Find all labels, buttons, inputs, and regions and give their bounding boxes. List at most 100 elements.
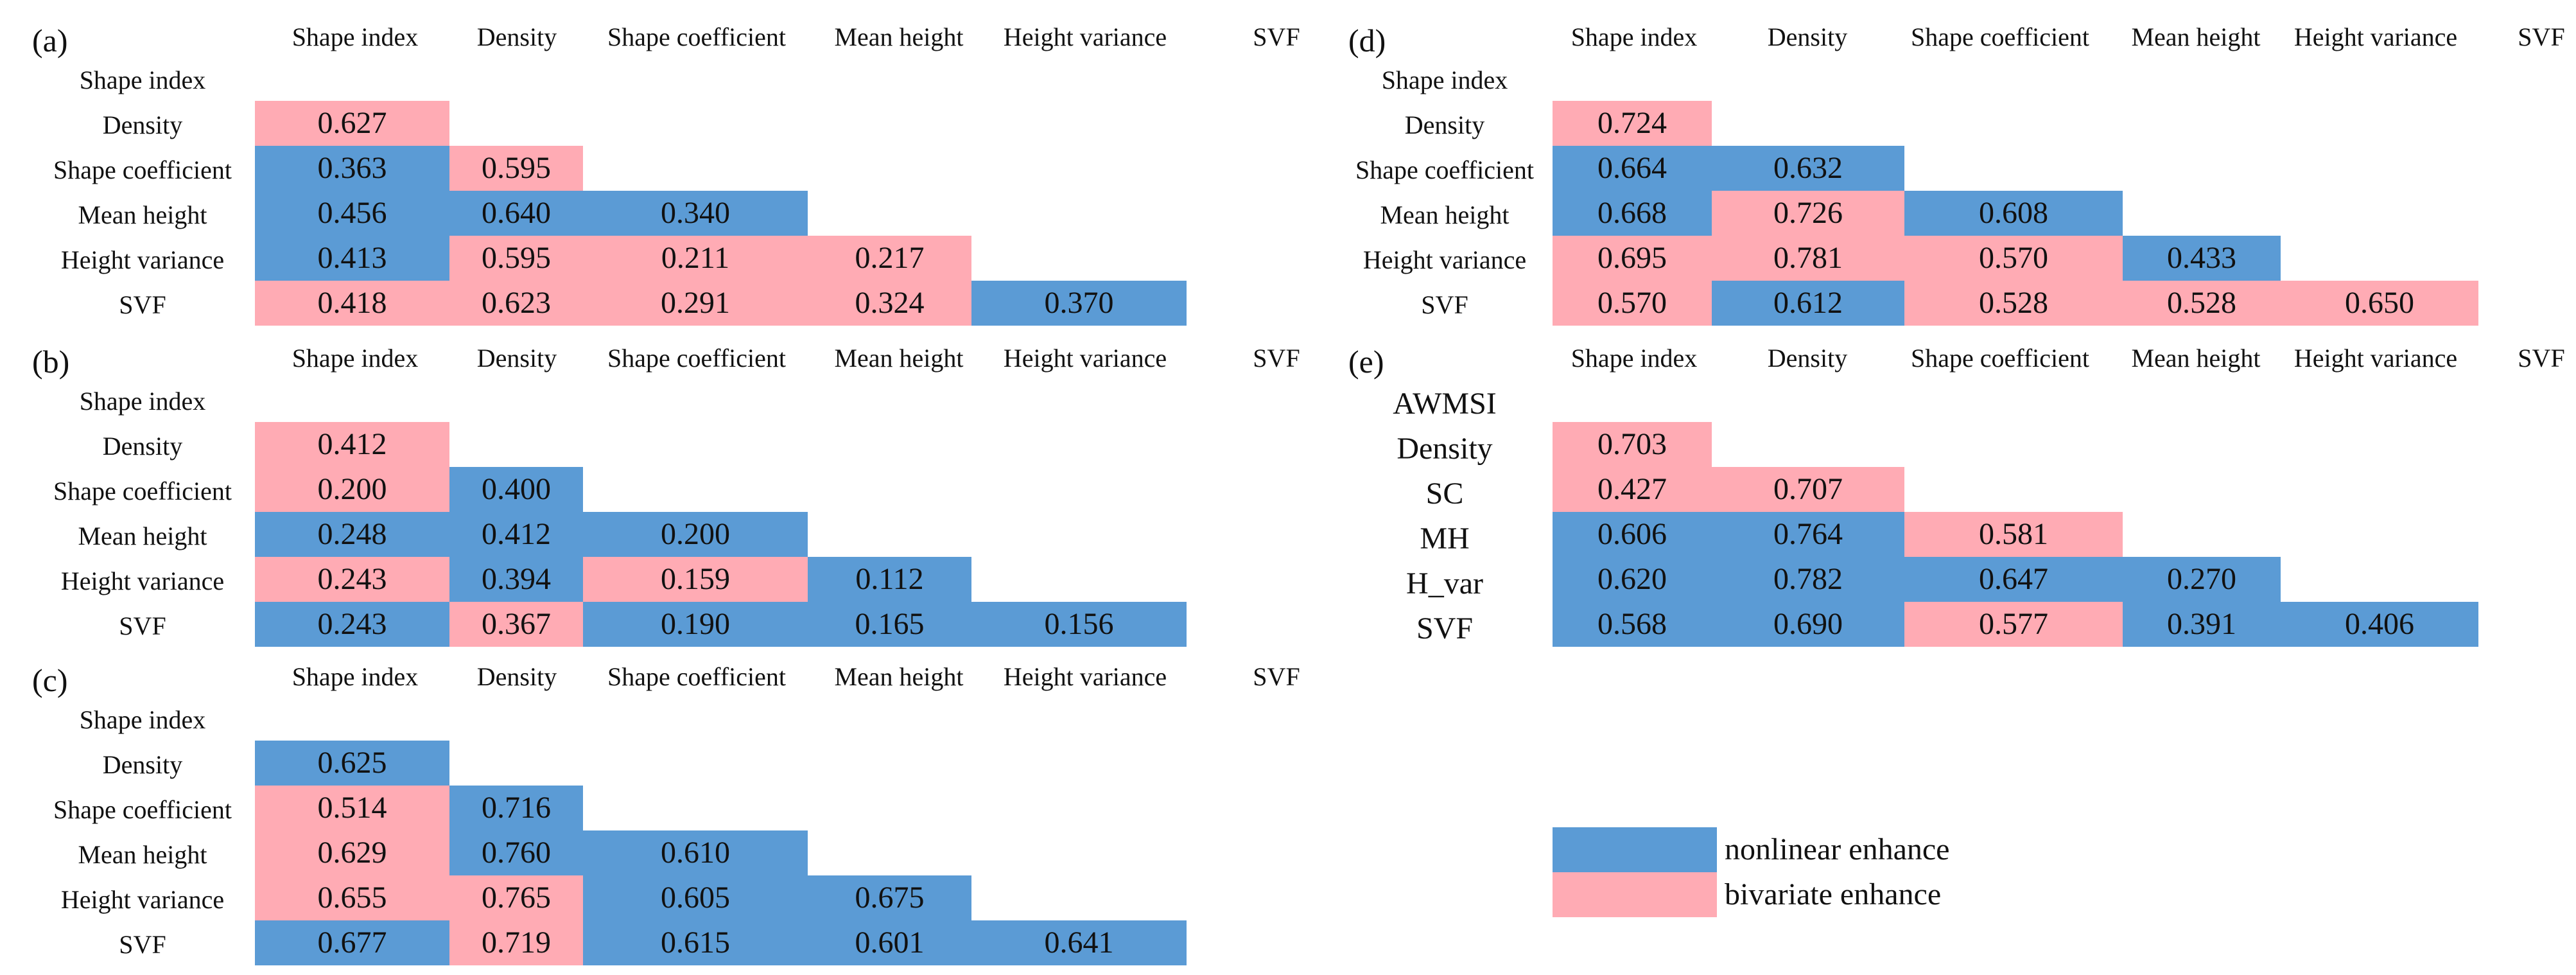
column-header: Shape coefficient: [1910, 344, 2090, 373]
heatmap-cell: 0.243: [255, 602, 449, 647]
heatmap-cell: 0.200: [583, 512, 808, 557]
heatmap-cell: 0.165: [808, 602, 971, 647]
heatmap-cell: 0.211: [583, 236, 808, 281]
heatmap-cell: 0.677: [255, 920, 449, 965]
heatmap-cell: 0.581: [1904, 512, 2123, 557]
column-header: Mean height: [2131, 22, 2261, 51]
column-header: Mean height: [2131, 344, 2261, 373]
heatmap-cell: 0.200: [255, 467, 449, 512]
heatmap-cell: 0.427: [1553, 467, 1712, 512]
column-header: Shape index: [292, 22, 419, 51]
column-header: Mean height: [834, 22, 964, 51]
column-header: SVF: [1253, 344, 1300, 373]
heatmap-cell: 0.159: [583, 557, 808, 602]
heatmap-cell: 0.623: [449, 281, 583, 326]
heatmap-cell: 0.270: [2123, 557, 2281, 602]
heatmap-cell: 0.406: [2281, 602, 2478, 647]
legend-label: bivariate enhance: [1725, 877, 1942, 911]
row-label: SVF: [1416, 611, 1474, 646]
heatmap-cell: 0.391: [2123, 602, 2281, 647]
panel-b: (b) Shape index Density Shape coefficient Me…: [0, 321, 2576, 647]
heatmap-cell: 0.632: [1712, 146, 1904, 191]
column-header: Density: [1767, 22, 1848, 51]
column-header: SVF: [1253, 22, 1300, 51]
heatmap-cell: 0.620: [1553, 557, 1712, 602]
row-label: Density: [102, 110, 183, 139]
heatmap-cell: 0.570: [1553, 281, 1712, 326]
row-label: Mean height: [78, 200, 207, 229]
row-label: H_var: [1406, 567, 1483, 601]
row-label: Shape index: [1381, 66, 1508, 94]
row-label: Height variance: [60, 885, 225, 914]
row-label: Shape coefficient: [53, 477, 232, 505]
heatmap-cell: 0.291: [583, 281, 808, 326]
heatmap-cell: 0.781: [1712, 236, 1904, 281]
row-label: AWMSI: [1393, 387, 1497, 421]
heatmap-cell: 0.703: [1553, 422, 1712, 467]
column-header: Density: [476, 22, 557, 51]
heatmap-cell: 0.568: [1553, 602, 1712, 647]
row-label: SVF: [119, 930, 166, 959]
heatmap-cell: 0.248: [255, 512, 449, 557]
heatmap-cell: 0.606: [1553, 512, 1712, 557]
column-header: Shape coefficient: [607, 22, 787, 51]
heatmap-cell: 0.456: [255, 191, 449, 236]
row-label: Mean height: [1380, 200, 1510, 229]
column-header: SVF: [2518, 22, 2565, 51]
column-header: Shape coefficient: [607, 344, 787, 373]
legend-swatch-nonlinear: [1553, 827, 1717, 872]
row-label: Mean height: [78, 522, 207, 550]
panel-label: (a): [32, 22, 68, 58]
row-label: Shape index: [79, 705, 206, 734]
heatmap-cell: 0.719: [449, 920, 583, 965]
row-label: SVF: [119, 290, 166, 319]
heatmap-cell: 0.412: [255, 422, 449, 467]
heatmap-cell: 0.528: [1904, 281, 2123, 326]
heatmap-cell: 0.190: [583, 602, 808, 647]
row-label: Shape coefficient: [53, 795, 232, 824]
heatmap-cell: 0.367: [449, 602, 583, 647]
heatmap-cell: 0.340: [583, 191, 808, 236]
row-label: SVF: [119, 611, 166, 640]
heatmap-cell: 0.641: [971, 920, 1187, 965]
legend-swatch-bivariate: [1553, 872, 1717, 917]
row-label: Density: [1397, 432, 1493, 466]
column-header: Density: [476, 344, 557, 373]
column-header: Height variance: [2293, 22, 2458, 51]
column-header: Mean height: [834, 344, 964, 373]
heatmap-cell: 0.370: [971, 281, 1187, 326]
heatmap-cell: 0.413: [255, 236, 449, 281]
row-label: Height variance: [1362, 245, 1527, 274]
column-header: Height variance: [1003, 662, 1167, 691]
column-header: SVF: [1253, 662, 1300, 691]
heatmap-cell: 0.765: [449, 875, 583, 920]
row-label: Shape index: [79, 387, 206, 416]
heatmap-cell: 0.629: [255, 830, 449, 875]
heatmap-cell: 0.627: [255, 101, 449, 146]
panel-label: (b): [32, 344, 70, 380]
column-header: Shape index: [1571, 22, 1698, 51]
column-header: Shape index: [1571, 344, 1698, 373]
legend-label: nonlinear enhance: [1725, 832, 1950, 866]
heatmap-cell: 0.760: [449, 830, 583, 875]
row-label: Shape index: [79, 66, 206, 94]
column-header: Shape coefficient: [1910, 22, 2090, 51]
heatmap-cell: 0.394: [449, 557, 583, 602]
heatmap-cell: 0.595: [449, 236, 583, 281]
heatmap-cell: 0.412: [449, 512, 583, 557]
panel-d: (d) Shape index Density Shape coefficient Me…: [0, 0, 2576, 326]
heatmap-cell: 0.400: [449, 467, 583, 512]
column-header: Height variance: [2293, 344, 2458, 373]
heatmap-cell: 0.655: [255, 875, 449, 920]
heatmap-cell: 0.612: [1712, 281, 1904, 326]
heatmap-cell: 0.610: [583, 830, 808, 875]
heatmap-cell: 0.675: [808, 875, 971, 920]
column-header: Shape index: [292, 662, 419, 691]
heatmap-cell: 0.595: [449, 146, 583, 191]
heatmap-cell: 0.528: [2123, 281, 2281, 326]
heatmap-cell: 0.112: [808, 557, 971, 602]
heatmap-cell: 0.716: [449, 786, 583, 830]
heatmap-cell: 0.764: [1712, 512, 1904, 557]
heatmap-cell: 0.724: [1553, 101, 1712, 146]
